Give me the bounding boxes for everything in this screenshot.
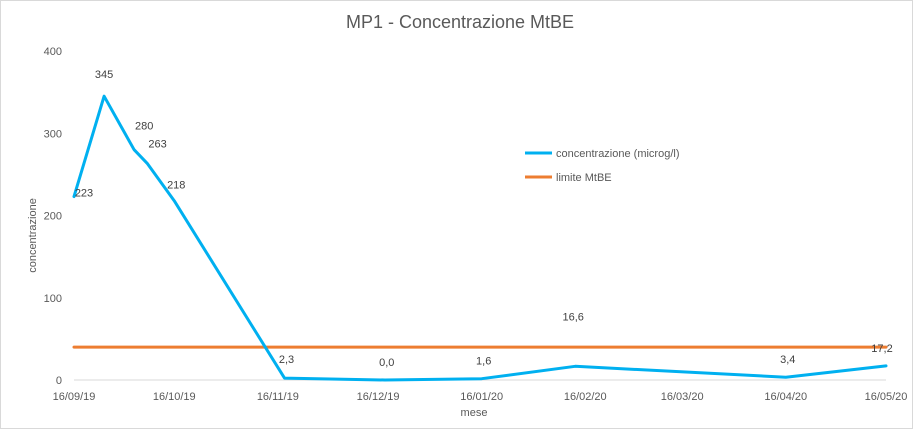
legend: concentrazione (microg/l) limite MtBE <box>525 148 680 184</box>
data-label: 1,6 <box>476 356 491 368</box>
x-tick-label: 16/02/20 <box>564 391 607 403</box>
data-label: 345 <box>95 69 113 81</box>
x-axis-ticks: 16/09/19 16/10/19 16/11/19 16/12/19 16/01/20… <box>53 391 908 403</box>
data-label: 263 <box>148 139 166 151</box>
series-layer <box>72 94 888 382</box>
x-tick-label: 16/04/20 <box>764 391 807 403</box>
data-labels: 223 345 280 263 218 2,3 0,0 1,6 16,6 3,4 17,2 <box>75 69 893 369</box>
legend-label: concentrazione (microg/l) <box>556 148 680 160</box>
x-tick-label: 16/03/20 <box>661 391 704 403</box>
data-label: 218 <box>167 180 185 192</box>
x-tick-label: 16/11/19 <box>257 391 299 403</box>
y-tick-label: 400 <box>44 46 62 58</box>
data-label: 17,2 <box>871 343 892 355</box>
data-label: 0,0 <box>379 357 394 369</box>
y-tick-label: 100 <box>44 293 62 305</box>
y-tick-label: 200 <box>44 211 62 223</box>
y-tick-label: 300 <box>44 128 62 140</box>
y-axis-title: concentrazione <box>27 198 39 273</box>
legend-label: limite MtBE <box>556 172 612 184</box>
x-tick-label: 16/09/19 <box>53 391 96 403</box>
y-axis-ticks: 0 100 200 300 400 <box>44 46 62 387</box>
x-tick-label: 16/01/20 <box>460 391 503 403</box>
series-line-concentrazione <box>72 94 888 382</box>
chart-title: MP1 - Concentrazione MtBE <box>346 12 574 32</box>
data-label: 3,4 <box>780 354 795 366</box>
data-label: 223 <box>75 188 93 200</box>
data-label: 2,3 <box>279 354 294 366</box>
x-tick-label: 16/05/20 <box>865 391 908 403</box>
x-tick-label: 16/10/19 <box>153 391 196 403</box>
x-axis-title: mese <box>461 407 488 419</box>
data-label: 280 <box>135 121 153 133</box>
y-tick-label: 0 <box>56 375 62 387</box>
data-label: 16,6 <box>563 311 584 323</box>
x-tick-label: 16/12/19 <box>357 391 400 403</box>
